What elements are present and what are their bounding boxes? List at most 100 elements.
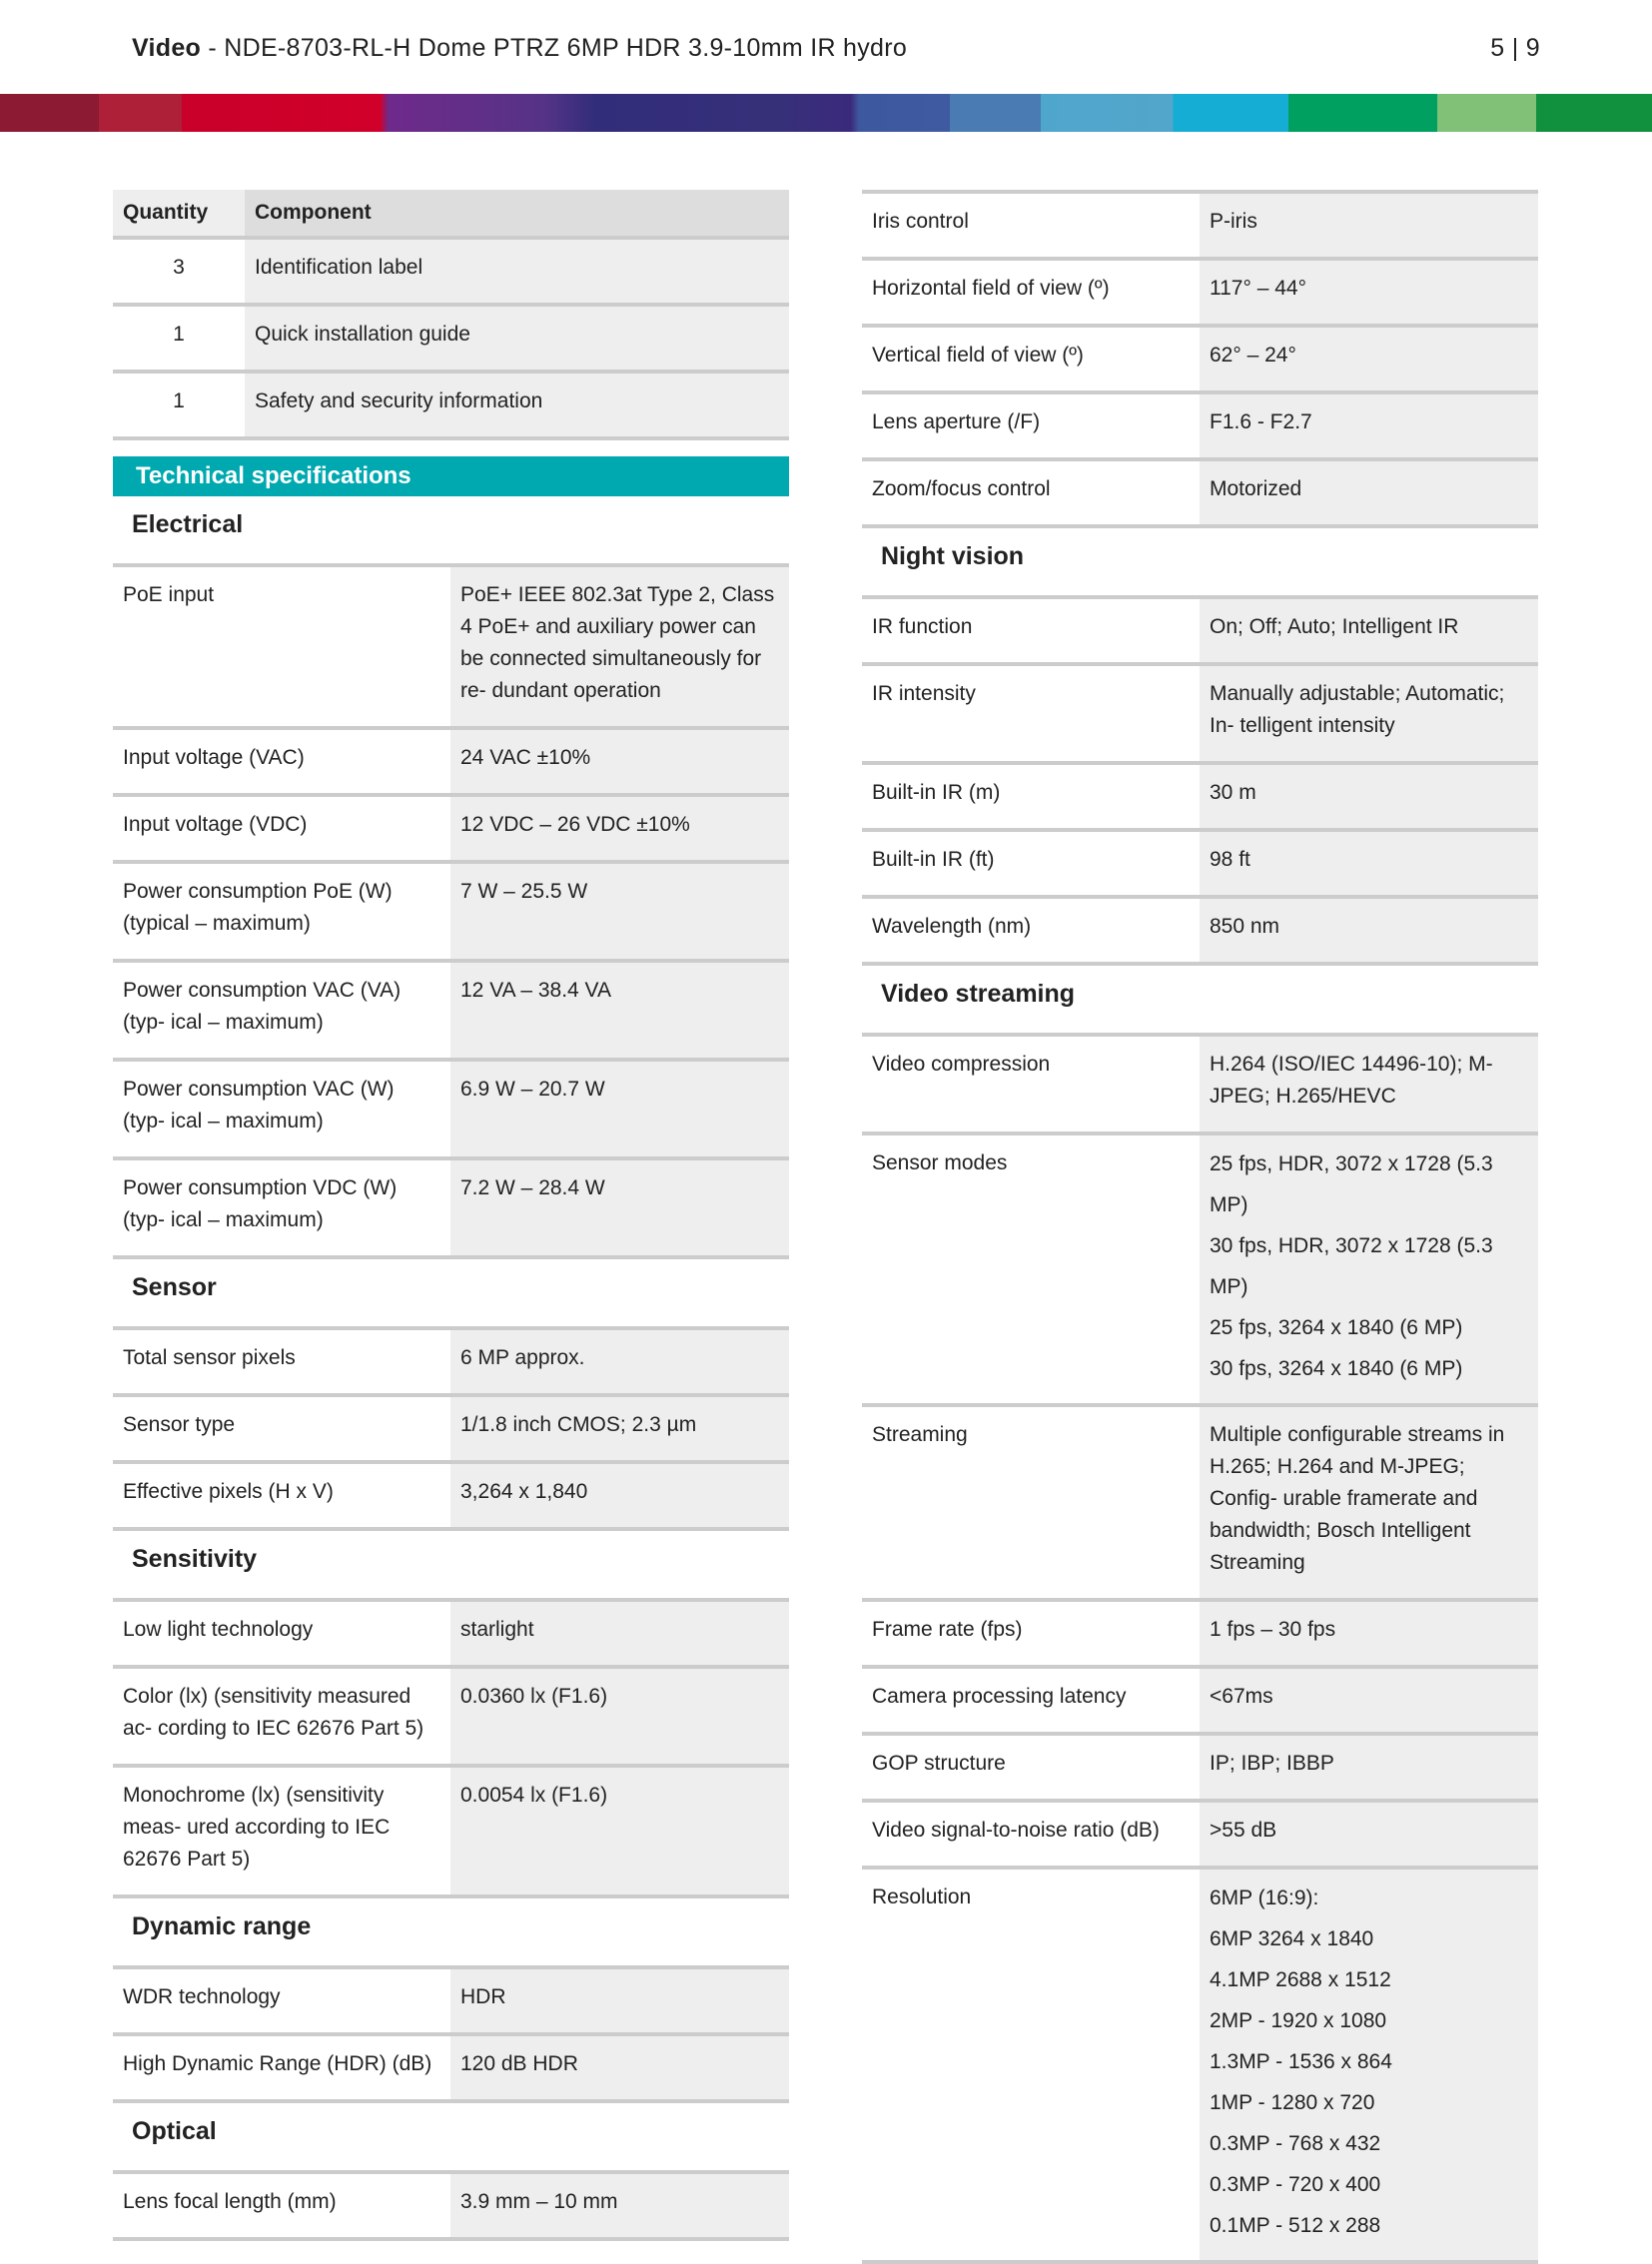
spec-label: Input voltage (VDC) [123,813,308,836]
spec-label: Color (lx) (sensitivity measured ac- cor… [123,1685,424,1740]
spec-value-line: 0.3MP - 768 x 432 [1210,2132,1381,2155]
spec-row: Power consumption VDC (W) (typ- ical – m… [113,1160,789,1259]
spec-value-line: 6MP (16:9): [1210,1887,1319,1909]
spec-label: Video compression [872,1053,1051,1076]
spec-value-line: 25 fps, 3264 x 1840 (6 MP) [1210,1316,1463,1339]
spec-label: Input voltage (VAC) [123,746,305,769]
component-header: Component [245,190,789,240]
spec-value: 850 nm [1200,899,1538,962]
header-title: - NDE-8703-RL-H Dome PTRZ 6MP HDR 3.9-10… [201,34,908,62]
spec-row: Total sensor pixels 6 MP approx. [113,1330,789,1397]
spec-value-line: 0.1MP - 512 x 288 [1210,2214,1381,2237]
spec-label: WDR technology [123,1985,281,2008]
spec-row: Sensor modes 25 fps, HDR, 3072 x 1728 (5.… [862,1135,1538,1407]
section-heading: Night vision [862,528,1538,599]
section-heading: Sensitivity [113,1531,789,1602]
spec-label: Effective pixels (H x V) [123,1480,334,1503]
spec-row: Monochrome (lx) (sensitivity meas- ured … [113,1768,789,1898]
spec-value-line: 0.3MP - 720 x 400 [1210,2173,1381,2196]
spec-row: PoE input PoE+ IEEE 802.3at Type 2, Class… [113,567,789,730]
spec-row: Effective pixels (H x V) 3,264 x 1,840 [113,1464,789,1531]
spec-label: Sensor modes [872,1151,1008,1174]
accessories-table: Quantity Component 3 Identification label… [113,190,789,440]
spec-label: Total sensor pixels [123,1346,296,1369]
spec-value: <67ms [1200,1669,1538,1732]
spec-row: Streaming Multiple configurable streams i… [862,1407,1538,1602]
spec-value: 7 W – 25.5 W [450,864,789,959]
spec-label: Horizontal field of view (º) [872,277,1110,300]
spec-value: 24 VAC ±10% [450,730,789,793]
spec-value: starlight [450,1602,789,1665]
spec-row: Power consumption VAC (W) (typ- ical – m… [113,1062,789,1160]
spec-value: 120 dB HDR [450,2036,789,2099]
left-column: Quantity Component 3 Identification label… [113,190,789,2241]
spec-row: GOP structure IP; IBP; IBBP [862,1736,1538,1803]
spec-value: Manually adjustable; Automatic; In- tell… [1200,666,1538,761]
spec-row: Power consumption VAC (VA) (typ- ical – … [113,963,789,1062]
spec-row: Wavelength (nm) 850 nm [862,899,1538,966]
quantity-header: Quantity [113,190,245,240]
brand-color-bar [0,94,1652,132]
table-row: 1 Safety and security information [113,372,789,440]
spec-row: WDR technology HDR [113,1969,789,2036]
spec-value: 6.9 W – 20.7 W [450,1062,789,1156]
spec-value-line: 1.3MP - 1536 x 864 [1210,2050,1392,2073]
spec-row: Input voltage (VDC) 12 VDC – 26 VDC ±10% [113,797,789,864]
spec-row: Low light technology starlight [113,1602,789,1669]
spec-value: 30 m [1200,765,1538,828]
quantity-cell: 1 [113,372,245,440]
spec-value-line: 30 fps, HDR, 3072 x 1728 (5.3 MP) [1210,1234,1493,1298]
spec-label: Monochrome (lx) (sensitivity meas- ured … [123,1784,391,1871]
component-cell: Safety and security information [245,372,789,440]
spec-label: Camera processing latency [872,1685,1127,1708]
spec-value: On; Off; Auto; Intelligent IR [1200,599,1538,662]
spec-label: Wavelength (nm) [872,915,1032,938]
spec-label: Zoom/focus control [872,477,1051,500]
right-column: Iris control P-iris Horizontal field of vi… [862,190,1538,2264]
spec-row: Video compression H.264 (ISO/IEC 14496-10… [862,1037,1538,1135]
section-heading: Optical [113,2103,789,2174]
spec-value: 3,264 x 1,840 [450,1464,789,1527]
spec-value: 25 fps, HDR, 3072 x 1728 (5.3 MP) 30 fps,… [1200,1135,1538,1403]
spec-row: Frame rate (fps) 1 fps – 30 fps [862,1602,1538,1669]
spec-row: Lens aperture (/F) F1.6 - F2.7 [862,394,1538,461]
spec-value: 1/1.8 inch CMOS; 2.3 µm [450,1397,789,1460]
section-heading: Video streaming [862,966,1538,1037]
spec-label: Video signal-to-noise ratio (dB) [872,1819,1160,1842]
spec-row: Iris control P-iris [862,194,1538,261]
technical-specifications-heading: Technical specifications [113,456,789,496]
spec-label: PoE input [123,583,215,606]
spec-row: Camera processing latency <67ms [862,1669,1538,1736]
table-row: 1 Quick installation guide [113,305,789,374]
spec-row: Zoom/focus control Motorized [862,461,1538,528]
section-heading: Dynamic range [113,1898,789,1969]
spec-label: Built-in IR (m) [872,781,1001,804]
spec-value: HDR [450,1969,789,2032]
spec-label: Streaming [872,1423,968,1446]
spec-value: PoE+ IEEE 802.3at Type 2, Class 4 PoE+ a… [450,567,789,726]
table-row: 3 Identification label [113,238,789,307]
spec-value: 0.0360 lx (F1.6) [450,1669,789,1764]
spec-value: P-iris [1200,194,1538,257]
spec-value: 62° – 24° [1200,328,1538,390]
spec-row: Sensor type 1/1.8 inch CMOS; 2.3 µm [113,1397,789,1464]
spec-value: 117° – 44° [1200,261,1538,324]
spec-value-line: 6MP 3264 x 1840 [1210,1927,1374,1950]
page-number: 5 | 9 [1490,34,1540,62]
spec-label: IR intensity [872,682,976,705]
spec-label: IR function [872,615,973,638]
spec-row: Power consumption PoE (W) (typical – max… [113,864,789,963]
spec-value: 12 VDC – 26 VDC ±10% [450,797,789,860]
spec-label: High Dynamic Range (HDR) (dB) [123,2052,432,2075]
spec-value: F1.6 - F2.7 [1200,394,1538,457]
spec-label: Vertical field of view (º) [872,344,1084,367]
spec-value: 7.2 W – 28.4 W [450,1160,789,1255]
spec-value: H.264 (ISO/IEC 14496-10); M- JPEG; H.265… [1200,1037,1538,1132]
spec-row: IR intensity Manually adjustable; Automat… [862,666,1538,765]
spec-value: 3.9 mm – 10 mm [450,2174,789,2237]
spec-label: GOP structure [872,1752,1006,1775]
spec-value: 98 ft [1200,832,1538,895]
spec-label: Low light technology [123,1618,314,1641]
spec-row: Built-in IR (m) 30 m [862,765,1538,832]
spec-row: Resolution 6MP (16:9): 6MP 3264 x 1840 4.1M… [862,1870,1538,2264]
